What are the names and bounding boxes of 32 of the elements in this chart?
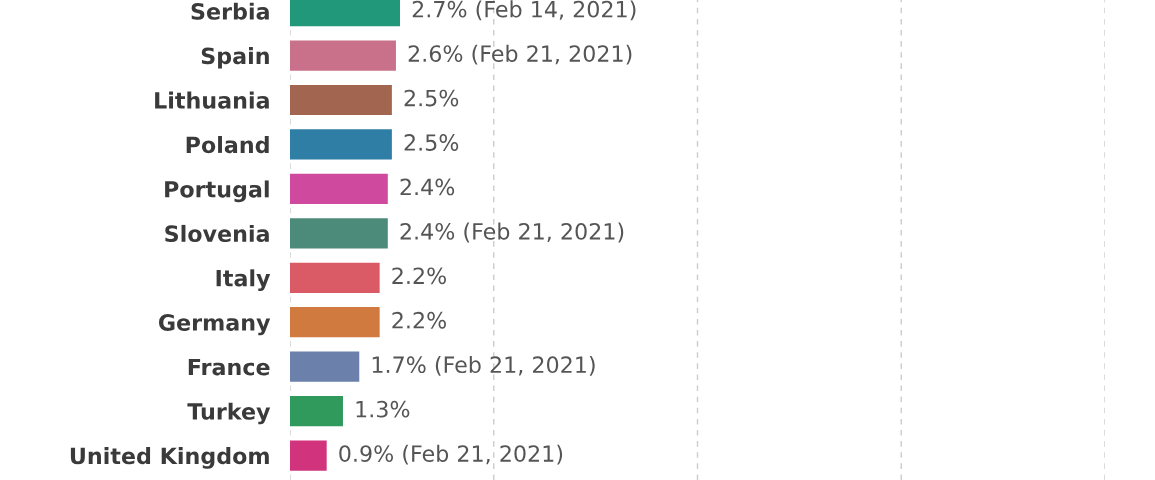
bar <box>290 396 343 427</box>
bar <box>290 84 392 116</box>
bar <box>290 440 327 471</box>
y-tick-label: Lithuania <box>155 91 269 109</box>
data-label: 2.5% <box>404 134 459 151</box>
y-tick-label: Germany <box>158 314 271 336</box>
y-tick-label: France <box>188 358 270 376</box>
y-tick-label: Poland <box>186 136 269 154</box>
data-label: 2.4% (Feb 21, 2021) <box>400 222 624 243</box>
bar <box>290 40 396 71</box>
bar <box>290 307 380 338</box>
bar <box>290 173 388 204</box>
y-tick-label: Spain <box>201 47 269 69</box>
y-tick-label: United Kingdom <box>70 447 269 469</box>
data-label: 2.2% <box>392 267 446 285</box>
bar <box>290 262 380 293</box>
y-tick-label: Italy <box>216 269 271 292</box>
y-tick-label: Slovenia <box>165 224 269 243</box>
bar <box>290 218 388 249</box>
data-label: 0.9% (Feb 21, 2021) <box>339 444 563 465</box>
bar <box>290 129 392 160</box>
data-label: 2.5% <box>404 89 459 107</box>
data-label: 2.2% <box>392 311 446 329</box>
y-tick-label: Serbia <box>191 2 269 20</box>
data-label: 1.7% (Feb 21, 2021) <box>372 355 595 376</box>
y-tick-label: Turkey <box>187 402 271 425</box>
data-label: 2.6% (Feb 21, 2021) <box>408 44 632 65</box>
data-label: 2.4% <box>400 178 455 196</box>
data-label: 1.3% <box>356 400 410 418</box>
bar <box>290 351 360 382</box>
data-label: 2.7% (Feb 14, 2021) <box>412 0 636 21</box>
y-tick-label: Portugal <box>165 180 269 203</box>
